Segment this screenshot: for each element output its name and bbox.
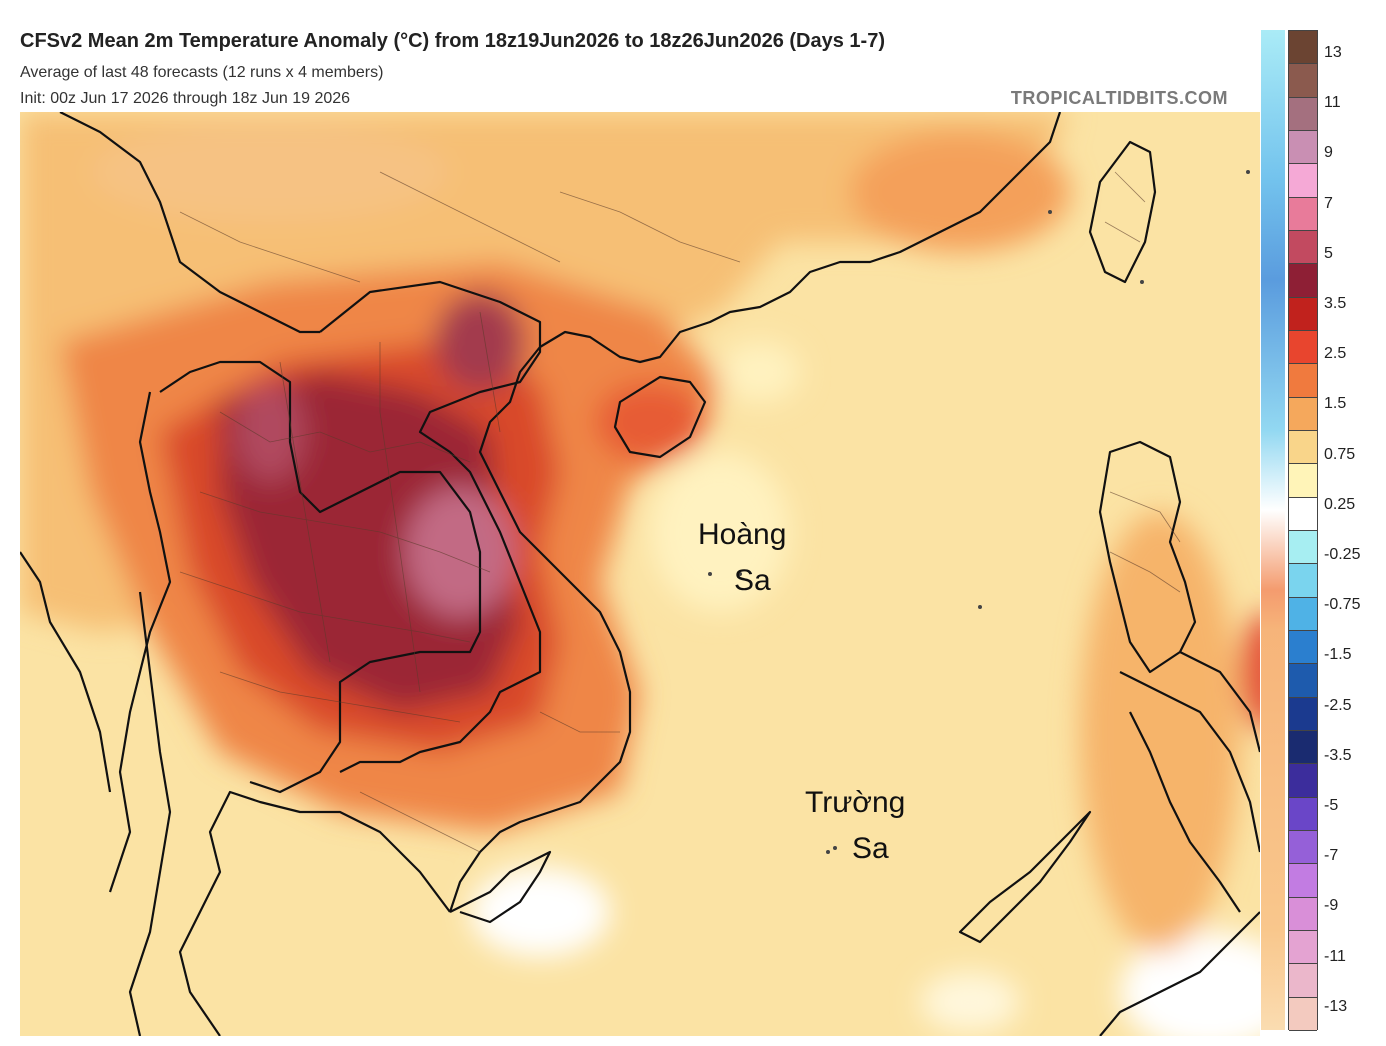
colorbar-segment: [1289, 131, 1317, 165]
colorbar-side-strip: [1261, 30, 1285, 1030]
colorbar-tick-label: 3.5: [1324, 295, 1347, 312]
colorbar-segment: [1289, 497, 1317, 531]
colorbar-segment: [1289, 331, 1317, 365]
colorbar-segment: [1289, 731, 1317, 765]
colorbar-segment: [1289, 264, 1317, 298]
colorbar-segment: [1289, 964, 1317, 998]
map-title: CFSv2 Mean 2m Temperature Anomaly (°C) f…: [20, 30, 885, 52]
colorbar-tick-label: -0.25: [1324, 546, 1361, 563]
colorbar-segment: [1289, 864, 1317, 898]
colorbar-segment: [1289, 364, 1317, 398]
colorbar-segment: [1289, 64, 1317, 98]
label-hoang-sa-line1: Hoàng: [698, 518, 786, 551]
colorbar-segment: [1289, 231, 1317, 265]
colorbar-tick-label: -13: [1324, 997, 1348, 1015]
label-truong-sa-line1: Trường: [805, 786, 905, 819]
colorbar-tick-label: 2.5: [1324, 345, 1347, 363]
colorbar-segment: [1289, 297, 1317, 331]
colorbar-segment: [1289, 897, 1317, 931]
island-dots: [708, 170, 1250, 854]
colorbar-segment: [1289, 97, 1317, 131]
colorbar-segment: [1289, 997, 1317, 1031]
colorbar-tick-label: 13: [1324, 44, 1342, 61]
colorbar-tick-label: -9: [1324, 897, 1339, 915]
colorbar-segment: [1289, 531, 1317, 565]
colorbar-segment: [1289, 931, 1317, 965]
colorbar-tick-label: 7: [1324, 194, 1333, 212]
colorbar-segment: [1289, 397, 1317, 431]
colorbar-tick-label: -11: [1324, 947, 1346, 965]
colorbar-tick-label: 0.75: [1324, 445, 1356, 463]
coastline-borders: [20, 112, 1260, 1036]
colorbar-tick-label: -2.5: [1324, 696, 1352, 714]
colorbar-segment: [1289, 431, 1317, 465]
colorbar-segment: [1289, 797, 1317, 831]
colorbar-tick-label: 0.25: [1324, 495, 1356, 513]
colorbar-tick-label: -7: [1324, 847, 1339, 865]
colorbar-segment: [1289, 197, 1317, 231]
colorbar-segment: [1289, 764, 1317, 798]
colorbar-tick-label: 9: [1324, 144, 1333, 162]
label-truong-sa-line2: Sa: [852, 832, 889, 865]
temperature-anomaly-map: Hoàng Sa Trường Sa: [20, 112, 1260, 1036]
province-lines: [179, 171, 1181, 853]
colorbar-tick-label: 11: [1324, 94, 1341, 112]
map-subtitle-init: Init: 00z Jun 17 2026 through 18z Jun 19…: [20, 90, 351, 107]
color-scale-bar: [1288, 30, 1318, 1031]
colorbar-tick-label: -1.5: [1324, 646, 1352, 664]
colorbar-tick-label: 1.5: [1324, 395, 1347, 413]
map-subtitle-average: Average of last 48 forecasts (12 runs x …: [20, 64, 384, 81]
colorbar-segment: [1289, 31, 1317, 65]
colorbar-tick-label: -0.75: [1324, 596, 1361, 614]
colorbar-segment: [1289, 464, 1317, 498]
colorbar-segment: [1289, 631, 1317, 665]
map-header: CFSv2 Mean 2m Temperature Anomaly (°C) f…: [20, 30, 1250, 112]
colorbar-segment: [1289, 564, 1317, 598]
colorbar-segment: [1289, 164, 1317, 198]
colorbar-tick-label: -5: [1324, 797, 1339, 814]
label-hoang-sa-line2: Sa: [734, 564, 771, 597]
colorbar-segment: [1289, 697, 1317, 731]
colorbar-tick-label: -3.5: [1324, 746, 1352, 764]
colorbar-segment: [1289, 831, 1317, 865]
colorbar-segment: [1289, 664, 1317, 698]
colorbar-tick-label: 5: [1324, 244, 1333, 262]
colorbar-segment: [1289, 597, 1317, 631]
brand-watermark[interactable]: TROPICALTIDBITS.COM: [1010, 88, 1228, 108]
